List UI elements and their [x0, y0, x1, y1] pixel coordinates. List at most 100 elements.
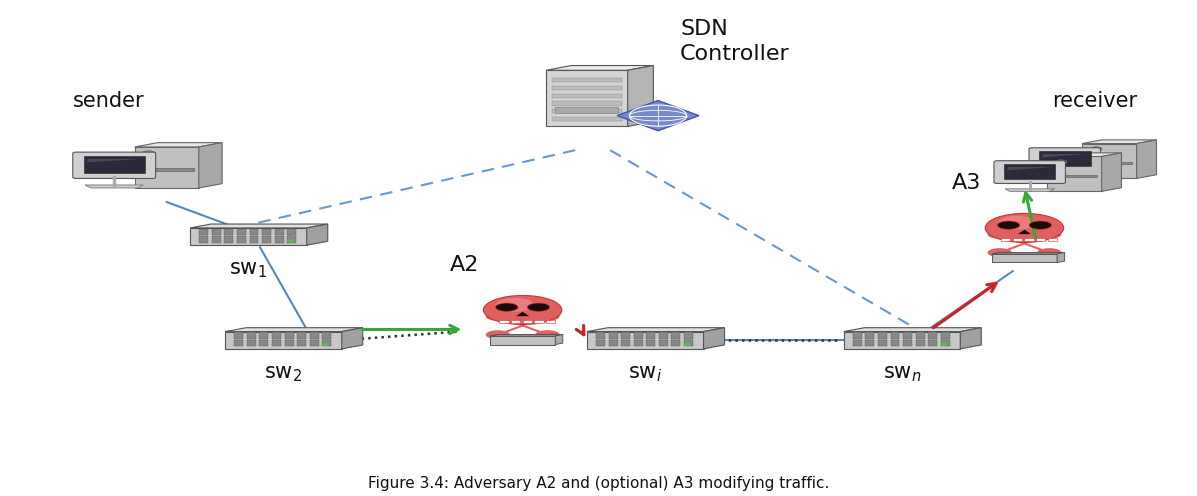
Polygon shape	[844, 332, 960, 349]
FancyBboxPatch shape	[73, 152, 156, 179]
Bar	[865, 340, 874, 346]
Polygon shape	[1043, 154, 1087, 158]
Bar	[877, 332, 887, 339]
Bar	[260, 332, 268, 339]
FancyBboxPatch shape	[994, 161, 1065, 184]
Bar	[200, 229, 208, 236]
Polygon shape	[844, 328, 982, 332]
Bar	[225, 236, 233, 243]
Circle shape	[1055, 160, 1067, 164]
Bar	[247, 332, 256, 339]
Bar	[1025, 238, 1034, 242]
Bar	[260, 340, 268, 346]
Bar	[1039, 151, 1090, 166]
Text: A2: A2	[450, 255, 479, 275]
Text: sw$_1$: sw$_1$	[230, 260, 267, 280]
Circle shape	[535, 330, 559, 339]
Circle shape	[287, 235, 294, 238]
Bar	[552, 78, 621, 82]
Circle shape	[1029, 221, 1051, 229]
Bar	[272, 332, 281, 339]
Polygon shape	[225, 328, 363, 332]
Bar	[853, 332, 862, 339]
Bar	[1001, 238, 1010, 242]
Bar	[1013, 238, 1022, 242]
Bar	[523, 319, 531, 323]
Bar	[916, 332, 924, 339]
Bar	[891, 340, 899, 346]
Polygon shape	[587, 332, 704, 349]
Circle shape	[997, 221, 1020, 229]
Text: sender: sender	[73, 91, 144, 111]
Polygon shape	[555, 334, 563, 345]
Polygon shape	[516, 311, 529, 316]
Circle shape	[322, 343, 329, 346]
Polygon shape	[546, 70, 627, 126]
Polygon shape	[1057, 252, 1064, 262]
Bar	[237, 229, 245, 236]
Polygon shape	[85, 185, 144, 188]
Bar	[235, 340, 243, 346]
Circle shape	[985, 213, 1064, 243]
Circle shape	[287, 240, 294, 242]
Circle shape	[1037, 230, 1062, 239]
Circle shape	[683, 338, 691, 341]
Polygon shape	[1017, 230, 1031, 234]
Circle shape	[322, 338, 329, 341]
Text: A3: A3	[952, 174, 980, 193]
Polygon shape	[342, 328, 363, 349]
Bar	[249, 229, 259, 236]
Bar	[928, 340, 937, 346]
Polygon shape	[587, 328, 724, 332]
Polygon shape	[1082, 140, 1156, 143]
Bar	[262, 236, 271, 243]
Circle shape	[941, 338, 948, 341]
Polygon shape	[1047, 157, 1101, 191]
Polygon shape	[199, 143, 223, 188]
Polygon shape	[960, 328, 982, 349]
Bar	[552, 109, 621, 114]
Bar	[928, 332, 937, 339]
Bar	[672, 340, 680, 346]
Bar	[552, 101, 621, 106]
Bar	[865, 332, 874, 339]
Bar	[287, 229, 296, 236]
Polygon shape	[1040, 176, 1089, 179]
Circle shape	[941, 334, 948, 336]
Bar	[297, 332, 306, 339]
Bar	[941, 332, 949, 339]
Bar	[139, 168, 194, 171]
Polygon shape	[618, 101, 699, 131]
Circle shape	[486, 330, 510, 339]
Bar	[903, 332, 912, 339]
Bar	[609, 332, 618, 339]
Polygon shape	[134, 143, 223, 147]
Polygon shape	[1082, 143, 1137, 179]
Polygon shape	[1008, 167, 1052, 171]
Bar	[916, 340, 924, 346]
Bar	[1052, 175, 1096, 177]
Circle shape	[322, 334, 329, 336]
Bar	[552, 117, 621, 121]
Bar	[285, 340, 293, 346]
Bar	[212, 236, 221, 243]
Bar	[633, 332, 643, 339]
Circle shape	[486, 312, 510, 321]
Bar	[555, 108, 619, 114]
FancyBboxPatch shape	[1029, 148, 1100, 171]
Polygon shape	[627, 65, 654, 126]
Polygon shape	[190, 228, 306, 245]
Circle shape	[287, 230, 294, 233]
Circle shape	[1037, 248, 1062, 257]
Circle shape	[484, 296, 561, 324]
Bar	[853, 340, 862, 346]
Circle shape	[683, 334, 691, 336]
Bar	[941, 340, 949, 346]
Bar	[262, 229, 271, 236]
Polygon shape	[1047, 153, 1122, 157]
Polygon shape	[992, 252, 1064, 254]
Bar	[683, 332, 693, 339]
Circle shape	[988, 230, 1011, 239]
Bar	[1047, 238, 1057, 242]
Bar	[249, 236, 259, 243]
